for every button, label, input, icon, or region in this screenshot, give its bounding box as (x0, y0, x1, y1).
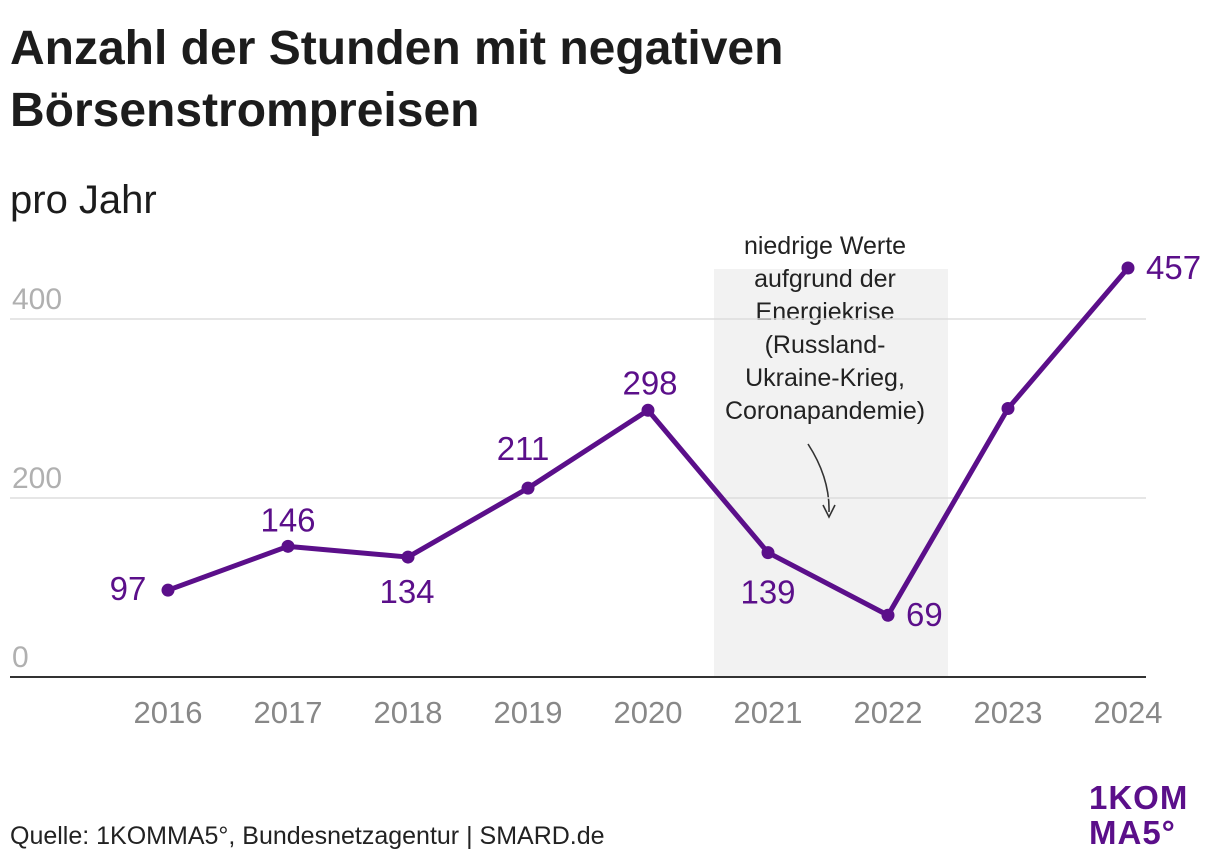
highlight-band (714, 269, 948, 677)
data-point (761, 546, 775, 560)
data-label: 457 (1146, 249, 1201, 286)
x-tick-label: 2019 (494, 695, 563, 730)
x-tick-label: 2016 (134, 695, 203, 730)
x-tick-label: 2018 (374, 695, 443, 730)
data-point (161, 583, 175, 597)
data-label: 134 (379, 573, 434, 610)
y-tick-label: 0 (12, 641, 29, 674)
x-tick-label: 2021 (734, 695, 803, 730)
annotation-line: (Russland- (765, 331, 886, 359)
annotation-line: Coronapandemie) (725, 397, 925, 425)
data-label: 97 (110, 570, 147, 607)
y-tick-label: 400 (12, 283, 62, 316)
data-point (1001, 402, 1015, 415)
chart-title: Anzahl der Stunden mit negativen Börsens… (10, 22, 784, 137)
data-label: 146 (260, 501, 315, 538)
data-point (881, 608, 895, 622)
x-tick-label: 2020 (614, 695, 683, 730)
data-point (1121, 261, 1135, 275)
data-label: 139 (740, 574, 795, 611)
data-label: 211 (497, 430, 550, 467)
data-point (641, 403, 655, 417)
brand-logo: 1KOM MA5° (1089, 780, 1204, 850)
data-label: 69 (906, 596, 943, 633)
logo-line-2: MA5° (1089, 814, 1176, 851)
x-tick-label: 2017 (254, 695, 323, 730)
x-tick-label: 2023 (974, 695, 1043, 730)
annotation-line: niedrige Werte (744, 232, 906, 260)
logo-line-1: 1KOM (1089, 779, 1189, 816)
series-line (165, 265, 1131, 618)
annotation-arrow (807, 443, 830, 513)
data-point (401, 550, 415, 564)
x-tick-label: 2022 (854, 695, 923, 730)
annotation-line: Energiekrise (756, 298, 895, 326)
data-point (281, 539, 295, 553)
annotation-line: Ukraine-Krieg, (745, 364, 905, 392)
data-label: 298 (622, 364, 677, 401)
annotation-line: aufgrund der (754, 265, 896, 293)
x-tick-label: 2024 (1094, 695, 1163, 730)
chart-subtitle: pro Jahr (10, 178, 157, 222)
y-tick-label: 200 (12, 462, 62, 495)
annotation-arrowhead (822, 504, 836, 519)
data-point (521, 481, 535, 495)
source-note: Quelle: 1KOMMA5°, Bundesnetzagentur | SM… (10, 822, 605, 850)
